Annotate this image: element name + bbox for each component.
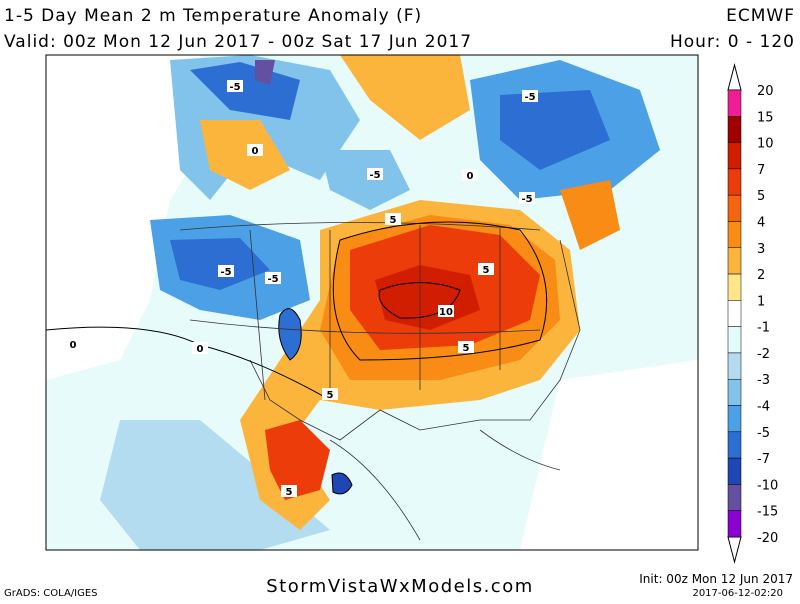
contour-label: -5	[229, 82, 240, 93]
colorbar-swatch	[727, 457, 742, 485]
colorbar-label: 5	[757, 189, 765, 204]
contour-label: -5	[220, 267, 231, 278]
website: StormVistaWxModels.com	[266, 576, 534, 597]
label-box	[218, 265, 234, 277]
label-box	[438, 305, 454, 317]
colorbar-swatch	[727, 510, 742, 538]
contour-label: 0	[467, 171, 474, 182]
colorbar-swatch	[727, 352, 742, 380]
colorbar-label: 15	[757, 110, 774, 125]
colorbar-label: 4	[757, 215, 765, 230]
valid-time: Valid: 00z Mon 12 Jun 2017 - 00z Sat 17 …	[4, 32, 472, 52]
colorbar-swatch	[727, 300, 742, 327]
contour-label: 5	[390, 215, 397, 226]
init-time: Init: 00z Mon 12 Jun 2017	[639, 572, 793, 586]
contour-label: -5	[524, 92, 535, 103]
cold-area	[500, 90, 610, 170]
cold-area	[255, 60, 275, 85]
colorbar-swatch	[727, 142, 742, 170]
colorbar-label: 2	[757, 268, 765, 283]
colorbar-label: 20	[757, 84, 774, 99]
colorbar-label: -20	[757, 531, 778, 546]
colorbar-label: -7	[757, 452, 770, 467]
warm-area	[265, 420, 330, 500]
colorbar: 20 15 10 7 5 4 3 2 1 -1 -2 -3 -4 -5 -7 -10 -15 -20	[727, 63, 778, 564]
boundaries	[179, 222, 581, 541]
label-box	[265, 272, 281, 284]
colorbar-label: 3	[757, 242, 765, 257]
contour-label: 0	[70, 340, 77, 351]
colorbar-swatch	[727, 378, 742, 406]
warm-area	[200, 120, 290, 190]
colorbar-label: -1	[757, 321, 770, 336]
colorbar-label: -5	[757, 426, 770, 441]
model: ECMWF	[726, 6, 795, 26]
label-box	[367, 168, 383, 180]
colorbar-end	[727, 536, 742, 564]
label-box	[227, 80, 243, 92]
colorbar-swatch	[727, 484, 742, 511]
colorbar-swatch	[727, 221, 742, 249]
label-box	[385, 213, 401, 225]
colorbar-swatch	[727, 116, 742, 143]
neutral-area	[520, 360, 698, 550]
colorbar-label: -2	[757, 347, 770, 362]
label-box	[281, 485, 297, 497]
contour-label: 5	[483, 265, 490, 276]
colorbar-swatch	[727, 326, 742, 354]
cold-area	[100, 420, 330, 550]
contour-label: -5	[267, 274, 278, 285]
colorbar-label: -3	[757, 373, 770, 388]
colorbar-swatch	[727, 273, 742, 301]
colorbar-label: 10	[757, 137, 774, 152]
colorbar-swatch	[727, 168, 742, 196]
contour-label: 5	[286, 487, 293, 498]
cold-area	[170, 238, 270, 290]
colorbar-label: -4	[757, 400, 770, 415]
cold-area	[190, 62, 300, 120]
timestamp: 2017-06-12-02:20	[692, 588, 783, 599]
contour-label: 0	[197, 344, 204, 355]
colorbar-swatch	[727, 194, 742, 222]
cold-area	[320, 150, 410, 210]
colorbar-swatch	[727, 247, 742, 275]
warm-area	[340, 55, 470, 140]
label-box	[462, 169, 478, 181]
colorbar-swatch	[727, 405, 742, 433]
contour-label: -5	[521, 194, 532, 205]
label-box	[478, 263, 494, 275]
colorbar-swatch	[727, 431, 742, 459]
contour-label: -5	[369, 170, 380, 181]
warm-area	[560, 180, 620, 250]
contour-label: 5	[327, 390, 334, 401]
colorbar-end	[727, 63, 742, 91]
contour-label: 5	[463, 343, 470, 354]
colorbar-swatch	[727, 89, 742, 117]
map-frame	[45, 54, 699, 551]
label-box	[458, 341, 474, 353]
contour-labels: -5 -5 -5 -5 5 -5 -5 5 10 5 5 5 0 0 0 0	[65, 80, 538, 498]
label-box	[65, 338, 81, 350]
credit: GrADS: COLA/IGES	[4, 588, 98, 599]
contour-label: 0	[252, 146, 259, 157]
cold-area	[331, 472, 353, 495]
contour-label: 10	[439, 307, 453, 318]
colorbar-label: -10	[757, 478, 778, 493]
colorbar-label: -15	[757, 505, 778, 520]
label-box	[192, 342, 208, 354]
forecast-hour: Hour: 0 - 120	[670, 32, 795, 52]
title: 1-5 Day Mean 2 m Temperature Anomaly (F)	[4, 6, 422, 26]
label-box	[247, 144, 263, 156]
colorbar-label: 7	[757, 163, 765, 178]
label-box	[522, 90, 538, 102]
colorbar-label: 1	[757, 294, 765, 309]
cold-area	[278, 308, 302, 361]
neutral-area	[46, 55, 220, 380]
label-box	[322, 388, 338, 400]
map	[45, 54, 699, 551]
label-box	[519, 192, 535, 204]
